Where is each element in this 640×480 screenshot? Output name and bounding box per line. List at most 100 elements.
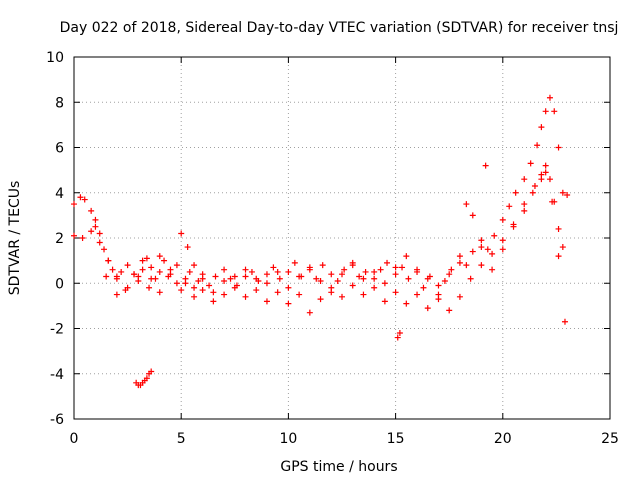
chart-title: Day 022 of 2018, Sidereal Day-to-day VTE… [60, 20, 619, 36]
data-point [156, 289, 163, 296]
data-point [478, 244, 485, 251]
y-axis-label: SDTVAR / TECUs [7, 181, 23, 296]
data-point [467, 275, 474, 282]
data-point [156, 253, 163, 260]
data-point [549, 198, 556, 205]
data-point [392, 264, 399, 271]
data-point [118, 268, 125, 275]
data-point [77, 194, 84, 201]
data-point [392, 289, 399, 296]
tick-marks [73, 56, 611, 420]
data-point [371, 275, 378, 282]
data-point [446, 271, 453, 278]
data-point [317, 296, 324, 303]
x-tick-label: 15 [387, 431, 405, 447]
data-point [191, 284, 198, 291]
data-point [521, 201, 528, 208]
data-point [135, 273, 142, 280]
data-point [156, 268, 163, 275]
data-point [79, 235, 86, 241]
data-point [253, 287, 260, 294]
y-tick-label: 0 [55, 276, 64, 292]
data-point [285, 300, 292, 307]
data-point [399, 264, 406, 271]
x-tick-label: 20 [494, 431, 512, 447]
data-point [456, 253, 463, 260]
data-point [184, 244, 191, 251]
data-point [484, 246, 491, 253]
data-point [270, 264, 277, 271]
data-point [356, 273, 363, 280]
data-point [291, 259, 298, 266]
data-point [394, 334, 401, 341]
data-point [124, 262, 131, 269]
x-tick-label: 5 [177, 431, 186, 447]
data-point [88, 228, 95, 235]
data-point [148, 368, 155, 375]
data-point [276, 275, 283, 282]
data-point [109, 266, 116, 273]
data-point [362, 268, 369, 275]
data-point [285, 268, 292, 275]
x-tick-label: 25 [601, 431, 619, 447]
data-point [506, 203, 513, 210]
data-point [456, 293, 463, 300]
data-point [469, 212, 476, 219]
data-point [478, 237, 485, 244]
y-tick-label: -6 [50, 412, 64, 428]
data-point [328, 289, 335, 296]
grid-lines [74, 57, 610, 419]
data-point [221, 277, 228, 284]
data-point [165, 273, 172, 280]
data-point [96, 239, 103, 246]
data-point [521, 176, 528, 183]
data-point [306, 309, 313, 316]
x-axis-label: GPS time / hours [280, 459, 397, 475]
x-tick-labels: 0 5 10 15 20 25 [70, 431, 619, 447]
data-point [446, 307, 453, 314]
data-point [178, 230, 185, 237]
data-point [306, 264, 313, 271]
data-point [253, 275, 260, 282]
data-point [559, 189, 566, 196]
data-point [242, 273, 249, 280]
data-point [414, 291, 421, 298]
data-point [139, 266, 146, 273]
data-point [96, 230, 103, 237]
data-point [381, 280, 388, 287]
data-point [210, 298, 217, 305]
data-point [403, 300, 410, 307]
data-point [319, 262, 326, 269]
data-point [491, 232, 498, 239]
data-point [274, 289, 281, 296]
data-point [191, 293, 198, 300]
data-point [499, 246, 506, 253]
data-point [542, 108, 549, 115]
data-point [178, 287, 185, 294]
data-point [113, 291, 120, 298]
data-point [538, 124, 545, 131]
y-tick-label: -4 [50, 367, 64, 383]
data-point [296, 273, 303, 280]
data-point [448, 266, 455, 273]
points-layer [71, 94, 571, 389]
data-point [173, 262, 180, 269]
data-point [542, 162, 549, 169]
data-point [167, 266, 174, 273]
data-point [148, 275, 155, 282]
data-point [221, 291, 228, 298]
data-point [101, 246, 108, 253]
data-point [221, 266, 228, 273]
data-point [173, 280, 180, 287]
data-point [231, 273, 238, 280]
data-point [405, 275, 412, 282]
data-point [521, 207, 528, 214]
data-point [81, 196, 88, 203]
data-point [199, 287, 206, 294]
data-point [435, 282, 442, 289]
data-point [195, 277, 202, 284]
data-point [360, 275, 367, 282]
data-point [199, 275, 206, 282]
data-point [88, 207, 95, 214]
data-point [296, 291, 303, 298]
